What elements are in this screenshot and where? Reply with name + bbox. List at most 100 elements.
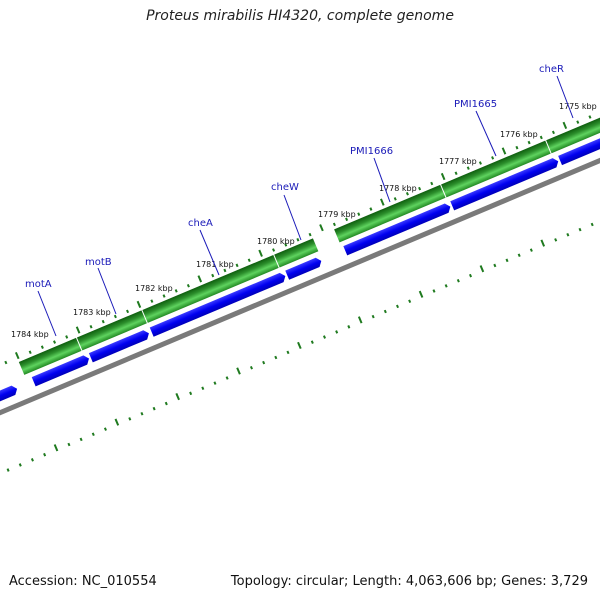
minor-tick — [201, 386, 205, 390]
minor-tick — [150, 299, 154, 303]
reverse-cds-arrow — [0, 385, 18, 419]
minor-tick — [164, 401, 168, 406]
minor-tick — [213, 381, 217, 385]
inner-tick-row — [6, 222, 594, 472]
reverse-cds-arrow — [149, 272, 286, 337]
minor-tick — [369, 207, 373, 211]
forward-cds — [546, 109, 600, 154]
kbp-labels: 1775 kbp 1776 kbp 1777 kbp 1778 kbp 1779… — [11, 102, 597, 339]
minor-tick — [286, 350, 290, 355]
kbp-label: 1780 kbp — [257, 237, 295, 246]
major-tick — [236, 367, 241, 375]
minor-tick — [103, 427, 107, 431]
minor-tick — [418, 186, 422, 191]
gene-leader-line — [556, 75, 574, 119]
major-tick — [418, 290, 424, 298]
gene-leader-line — [97, 267, 117, 315]
minor-tick — [113, 314, 117, 319]
minor-tick — [469, 273, 473, 278]
minor-tick — [79, 437, 83, 442]
major-tick — [75, 326, 81, 334]
minor-tick — [211, 273, 215, 278]
gene-leader-line — [373, 157, 391, 203]
minor-tick — [91, 432, 95, 437]
minor-tick — [493, 263, 497, 268]
minor-tick — [505, 258, 509, 263]
minor-tick — [18, 463, 22, 467]
kbp-label: 1782 kbp — [135, 284, 173, 293]
minor-tick — [174, 289, 178, 293]
minor-tick — [444, 284, 448, 288]
minor-tick — [152, 406, 156, 411]
minor-tick — [517, 253, 521, 257]
major-tick — [562, 121, 568, 129]
gene-label[interactable]: cheA — [188, 218, 213, 229]
minor-tick — [284, 243, 288, 247]
gene-label[interactable]: PMI1665 — [454, 99, 497, 110]
reverse-strand-track — [0, 129, 600, 419]
forward-cds — [76, 310, 147, 351]
major-tick — [357, 316, 363, 324]
gene-label[interactable]: cheW — [271, 182, 299, 193]
outer-tick-row — [4, 115, 592, 365]
minor-tick — [345, 217, 349, 222]
major-tick — [440, 172, 446, 181]
minor-tick — [551, 130, 555, 135]
gene-label[interactable]: cheR — [539, 64, 564, 75]
minor-tick — [454, 171, 458, 176]
major-tick — [479, 265, 485, 273]
map-title: Proteus mirabilis HI4320, complete genom… — [146, 8, 454, 24]
minor-tick — [162, 294, 166, 298]
major-tick — [319, 224, 324, 232]
minor-tick — [308, 232, 312, 237]
minor-tick — [30, 458, 34, 462]
minor-tick — [274, 355, 278, 360]
major-tick — [258, 249, 263, 257]
minor-tick — [491, 156, 495, 160]
minor-tick — [296, 237, 300, 242]
forward-cds — [18, 337, 82, 375]
gene-leader-line — [475, 110, 497, 157]
reverse-cds-arrow — [285, 257, 322, 280]
gene-label[interactable]: motB — [85, 257, 112, 268]
genome-summary-label: Topology: circular; Length: 4,063,606 bp… — [230, 574, 588, 589]
minor-tick — [347, 325, 351, 329]
minor-tick — [65, 335, 69, 339]
minor-tick — [126, 309, 130, 314]
reverse-cds-arrow — [31, 355, 89, 387]
kbp-label: 1777 kbp — [439, 157, 477, 166]
gene-leader-line — [283, 194, 302, 241]
gene-label[interactable]: PMI1666 — [350, 146, 393, 157]
minor-tick — [578, 227, 582, 232]
minor-tick — [186, 284, 190, 288]
reverse-cds-arrow — [343, 203, 451, 256]
gene-labels: cheR PMI1665 PMI1666 cheW cheA motB motA — [25, 64, 574, 337]
accession-label: Accession: NC_010554 — [9, 574, 157, 589]
minor-tick — [6, 468, 10, 472]
minor-tick — [332, 222, 336, 227]
gene-label[interactable]: motA — [25, 279, 52, 290]
minor-tick — [383, 309, 387, 314]
minor-tick — [225, 376, 229, 380]
major-tick — [14, 351, 20, 360]
minor-tick — [43, 452, 47, 457]
minor-tick — [456, 279, 460, 283]
gene-leader-line — [199, 229, 220, 276]
kbp-label: 1779 kbp — [318, 210, 356, 219]
minor-tick — [249, 365, 253, 370]
minor-tick — [189, 391, 193, 396]
major-tick — [297, 341, 302, 350]
minor-tick — [247, 258, 251, 262]
reverse-cds-arrow — [88, 330, 149, 363]
minor-tick — [430, 181, 434, 186]
minor-tick — [40, 345, 44, 349]
minor-tick — [466, 166, 470, 170]
minor-tick — [262, 360, 266, 365]
minor-tick — [272, 248, 276, 252]
kbp-label: 1775 kbp — [559, 102, 597, 111]
minor-tick — [335, 330, 339, 334]
minor-tick — [405, 191, 409, 196]
kbp-label: 1784 kbp — [11, 330, 49, 339]
minor-tick — [408, 299, 412, 304]
